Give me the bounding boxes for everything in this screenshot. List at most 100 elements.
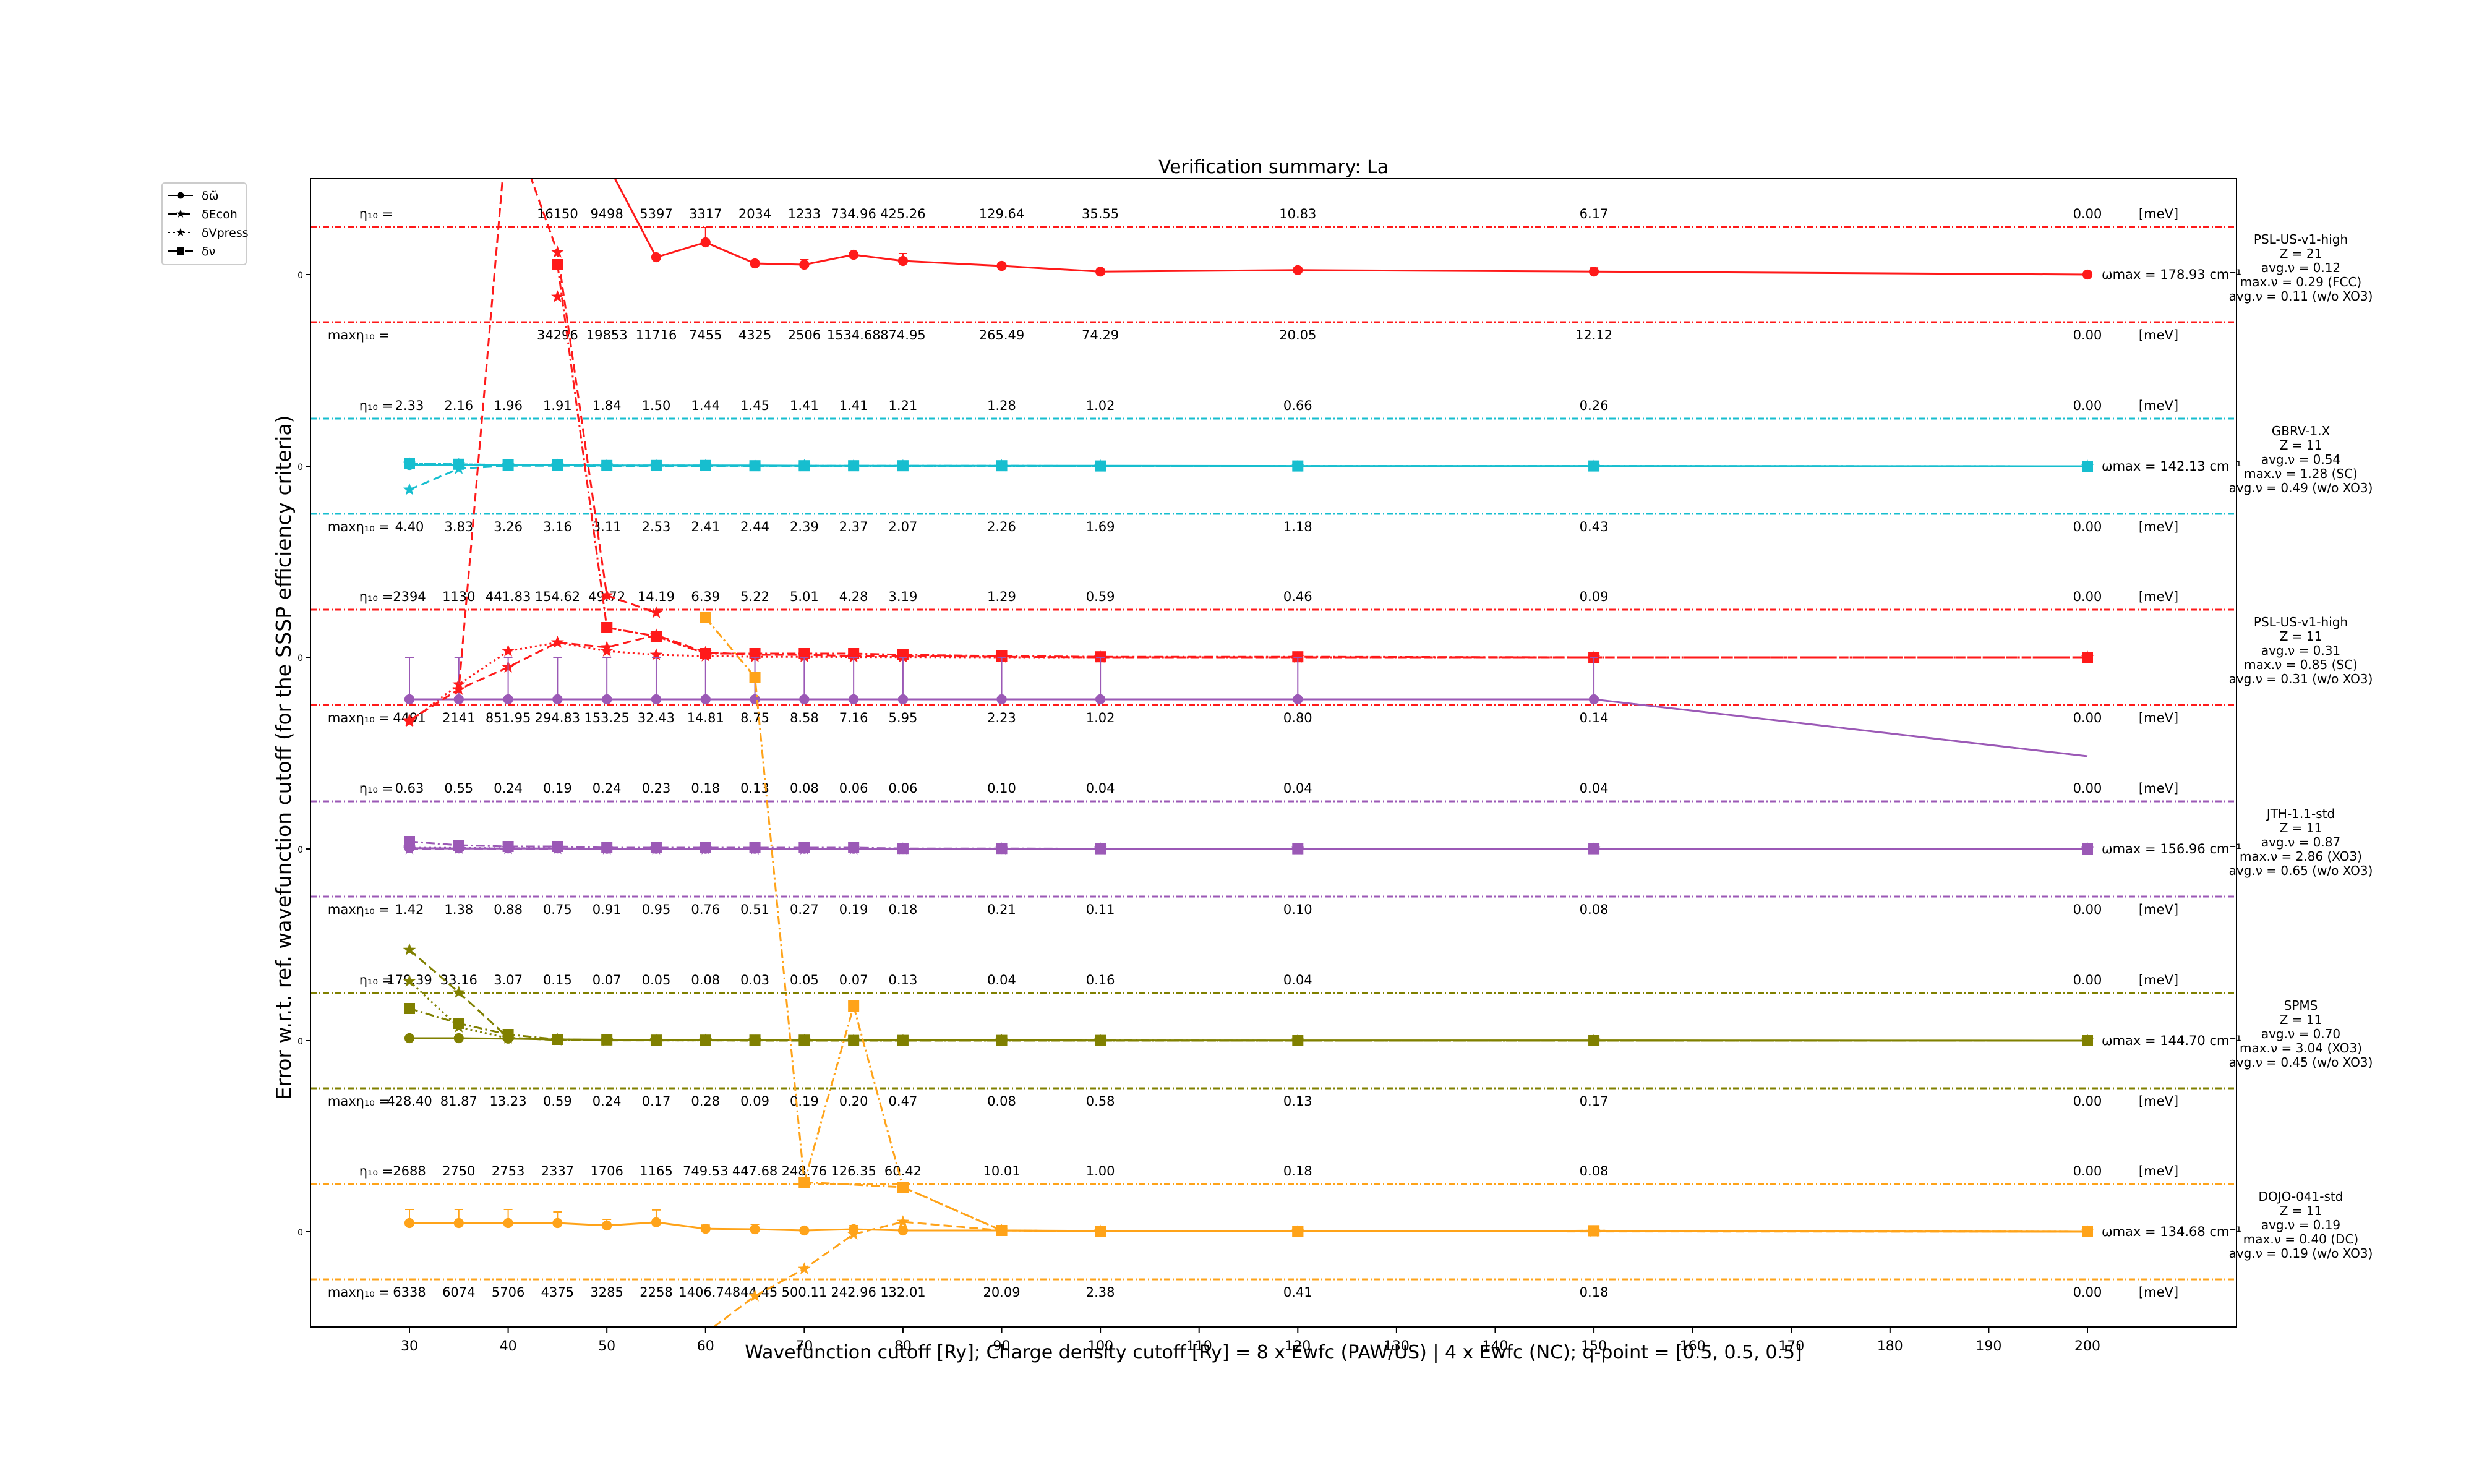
ecoh-series-marker <box>452 986 466 998</box>
eta-value: 1.00 <box>1086 1164 1115 1179</box>
legend-marker <box>176 228 185 236</box>
cross-trace-marker <box>996 1225 1008 1236</box>
max-eta-value: 0.18 <box>889 902 918 917</box>
nu-series-marker <box>453 1018 464 1029</box>
legend-box <box>161 182 247 265</box>
omega-series-marker <box>1588 267 1599 277</box>
omega-series-marker <box>552 1217 563 1229</box>
nu-series-marker <box>1292 460 1304 472</box>
nu-series-marker <box>798 1034 810 1046</box>
eta-value: 734.96 <box>831 207 876 221</box>
eta-prefix: η₁₀ = <box>359 973 393 987</box>
eta-value: 2.33 <box>395 398 424 413</box>
purple-omega-marker <box>1293 694 1303 705</box>
eta-value: 1.84 <box>593 398 622 413</box>
nu-series-marker <box>897 460 909 472</box>
eta-value: 0.03 <box>740 973 769 987</box>
max-eta-value: 1.69 <box>1086 519 1115 534</box>
max-eta-value: 1.42 <box>395 902 424 917</box>
pseudo-avg-nu-wo: avg.ν = 0.45 (w/o XO3) <box>2229 1055 2373 1070</box>
omega-max-label: ωmax = 142.13 cm⁻¹ <box>2102 459 2241 474</box>
purple-omega-marker <box>1588 694 1599 705</box>
eta-value: 0.18 <box>1283 1164 1312 1179</box>
pseudo-z: Z = 11 <box>2280 1012 2322 1027</box>
omega-series-marker <box>453 1217 464 1229</box>
nu-series-marker <box>2082 843 2093 855</box>
max-eta-value: 8.75 <box>740 710 769 725</box>
unit-label: [meV] <box>2139 589 2178 604</box>
unit-label: [meV] <box>2139 398 2178 413</box>
cross-trace-marker <box>552 259 563 270</box>
eta-value: 0.04 <box>1580 781 1609 796</box>
ecoh-series-marker <box>896 1215 910 1227</box>
eta-value: 0.04 <box>987 973 1016 987</box>
pseudo-avg-nu-wo: avg.ν = 0.11 (w/o XO3) <box>2229 289 2373 304</box>
max-eta-value: 20.09 <box>983 1285 1020 1300</box>
eta-value: 1.29 <box>987 589 1016 604</box>
eta-value: 0.05 <box>790 973 819 987</box>
max-eta-value: 1.38 <box>444 902 473 917</box>
max-eta-value: 1.02 <box>1086 710 1115 725</box>
nu-series-marker <box>404 836 415 847</box>
max-eta-value: 32.43 <box>638 710 675 725</box>
eta-value: 3317 <box>689 207 722 221</box>
nu-series-marker <box>749 842 761 853</box>
pseudo-name: DOJO-041-std <box>2259 1189 2343 1204</box>
purple-omega-marker <box>453 694 464 705</box>
max-eta-value: 0.47 <box>889 1094 918 1109</box>
max-eta-value: 0.20 <box>839 1094 868 1109</box>
eta-value: 0.18 <box>691 781 720 796</box>
omega-series-marker <box>404 1033 415 1044</box>
y-zero-tick-label: 0 <box>297 1037 303 1047</box>
vpress-series-line <box>409 641 2087 723</box>
nu-series-marker <box>996 460 1008 472</box>
purple-omega-marker <box>1095 694 1106 705</box>
nu-series-marker <box>1588 843 1600 855</box>
nu-series-marker <box>1588 460 1600 472</box>
eta-value: 1.44 <box>691 398 720 413</box>
max-eta-value: 0.19 <box>839 902 868 917</box>
max-eta-value: 0.08 <box>1580 902 1609 917</box>
ecoh-series-marker <box>847 1227 860 1240</box>
eta-value: 14.19 <box>638 589 675 604</box>
unit-label: [meV] <box>2139 1164 2178 1179</box>
eta-value: 4.28 <box>839 589 868 604</box>
max-eta-value: 6338 <box>393 1285 426 1300</box>
max-eta-value: 0.13 <box>1283 1094 1312 1109</box>
nu-series-marker <box>848 842 860 853</box>
max-eta-value: 132.01 <box>880 1285 925 1300</box>
purple-omega-marker <box>849 694 859 705</box>
pseudo-z: Z = 11 <box>2280 1203 2322 1218</box>
eta-value: 2750 <box>442 1164 475 1179</box>
max-eta-value: 0.75 <box>543 902 572 917</box>
nu-series-marker <box>601 842 613 853</box>
max-eta-value: 0.88 <box>494 902 523 917</box>
unit-label: [meV] <box>2139 902 2178 917</box>
y-zero-tick-label: 0 <box>297 654 303 663</box>
omega-series-marker <box>849 249 859 260</box>
eta-value: 33.16 <box>440 973 477 987</box>
cross-trace-marker <box>551 245 564 258</box>
eta-value: 0.00 <box>2073 207 2102 221</box>
nu-series-marker <box>700 459 711 471</box>
eta-value: 0.00 <box>2073 973 2102 987</box>
max-eta-value: 3.83 <box>444 519 473 534</box>
max-eta-value: 874.95 <box>880 328 925 343</box>
nu-series-marker <box>502 841 514 852</box>
y-zero-tick-label: 0 <box>297 1228 303 1238</box>
max-eta-value: 4.40 <box>395 519 424 534</box>
eta-value: 1130 <box>442 589 475 604</box>
eta-value: 1.50 <box>642 398 671 413</box>
cross-trace-marker <box>403 714 416 726</box>
legend: δω̃ δEcoh δVpress δν <box>161 182 249 265</box>
cross-trace-marker <box>600 589 614 601</box>
nu-series-marker <box>798 648 810 659</box>
max-eta-value: 2.07 <box>889 519 918 534</box>
eta-value: 1165 <box>640 1164 672 1179</box>
eta-value: 2337 <box>541 1164 574 1179</box>
max-eta-value: 0.00 <box>2073 902 2102 917</box>
vpress-series-marker <box>551 636 564 648</box>
cross-trace-marker <box>749 672 761 683</box>
